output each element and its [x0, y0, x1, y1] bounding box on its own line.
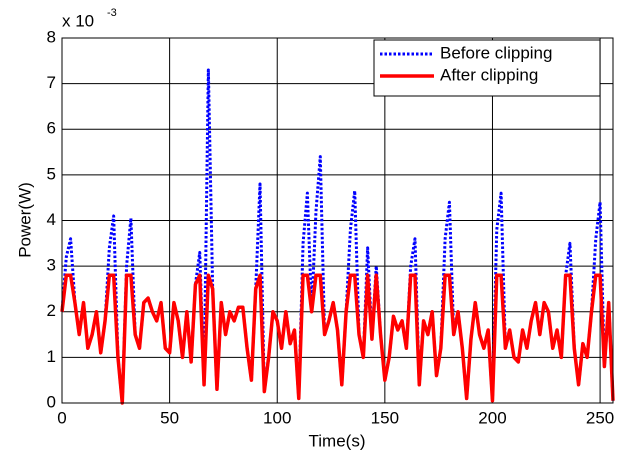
y-tick-label: 8	[47, 27, 56, 46]
x-tick-label: 0	[57, 408, 66, 427]
x-axis-label: Time(s)	[309, 431, 366, 450]
x-tick-label: 50	[160, 408, 179, 427]
y-tick-label: 1	[47, 347, 56, 366]
data-line	[60, 273, 615, 405]
legend-label: Before clipping	[440, 43, 552, 62]
multiplier-base: x 10	[62, 11, 94, 30]
y-tick-label: 5	[47, 164, 56, 183]
y-tick-label: 4	[47, 210, 56, 229]
x-tick-label: 200	[478, 408, 506, 427]
legend-label: After clipping	[440, 65, 538, 84]
x-tick-label: 250	[586, 408, 614, 427]
x-tick-label: 150	[371, 408, 399, 427]
y-tick-label: 3	[47, 256, 56, 275]
y-tick-label: 6	[47, 119, 56, 138]
plot-frame	[61, 37, 614, 404]
y-tick-label: 0	[47, 392, 56, 411]
legend-box	[373, 39, 601, 97]
y-tick-label: 7	[47, 73, 56, 92]
y-axis-label: Power(W)	[15, 182, 34, 258]
multiplier-exponent: -3	[107, 7, 117, 19]
x-tick-label: 100	[263, 408, 291, 427]
y-tick-label: 2	[47, 301, 56, 320]
